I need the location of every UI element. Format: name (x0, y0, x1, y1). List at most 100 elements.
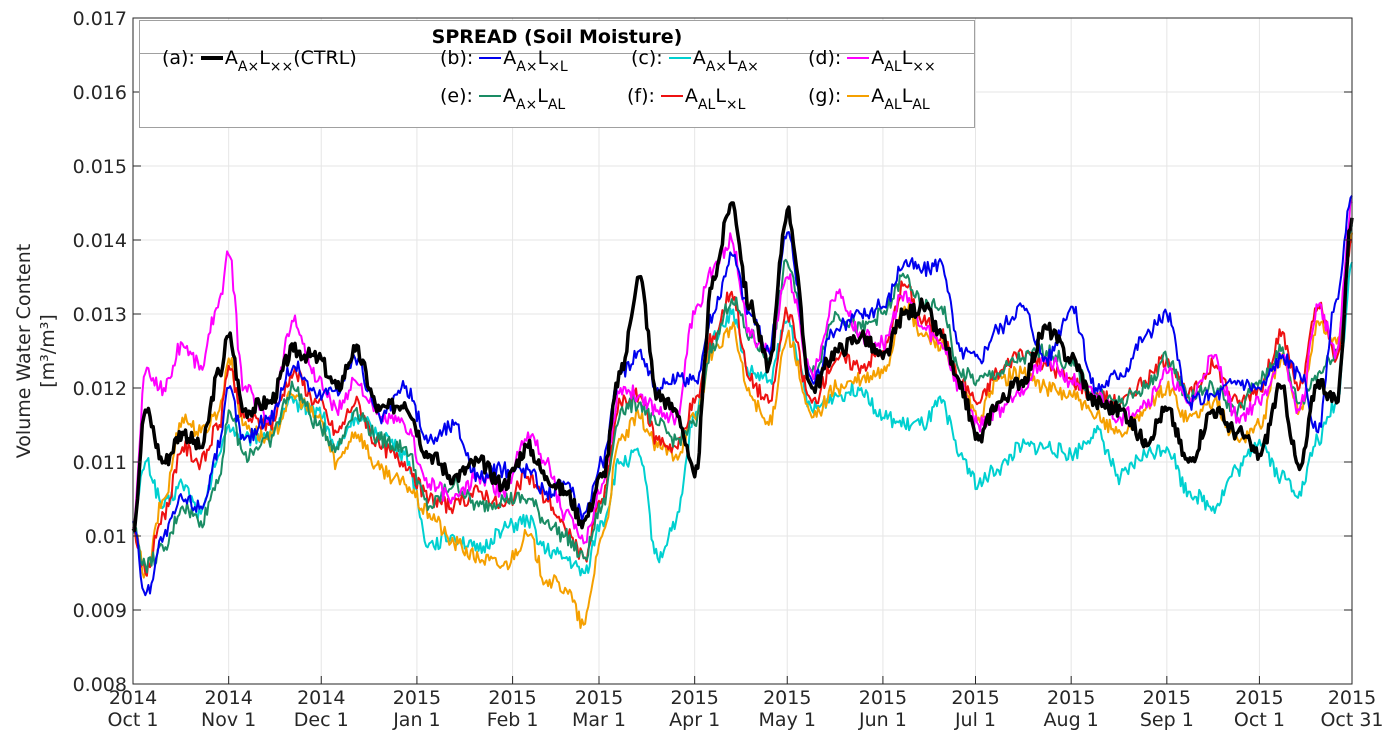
y-tick-label: 0.016 (73, 82, 127, 104)
legend-text: L (727, 47, 738, 69)
x-tick-label-year: 2015 (1047, 687, 1095, 709)
legend-label-prefix: (f): (627, 85, 655, 107)
legend-series-name: A AL L ×L (684, 85, 746, 113)
legend-text: L (537, 47, 549, 69)
x-tick-label-year: 2015 (575, 687, 623, 709)
legend-subscript: A× (515, 97, 538, 113)
y-tick-label: 0.017 (73, 8, 127, 30)
legend-text: A (871, 85, 885, 107)
legend-series-name: A A× L ×× (CTRL) (224, 47, 357, 75)
x-tick-label-year: 2014 (109, 687, 157, 709)
legend-text: L (901, 47, 913, 69)
legend-label-prefix: (d): (808, 47, 842, 69)
y-axis-title-main: Volume Water Content (13, 244, 35, 458)
x-tick-label-date: Nov 1 (201, 709, 256, 731)
legend-subscript: A× (737, 59, 759, 75)
legend-series-name: A AL L AL (871, 85, 929, 113)
legend-text: L (901, 85, 913, 107)
legend-series-name: A A× L ×L (503, 47, 567, 75)
x-tick-label-date: Mar 1 (572, 709, 626, 731)
legend: SPREAD (Soil Moisture) (a): A A× L ×× (CTRL)(… (139, 20, 975, 128)
x-tick-label-date: Sep 1 (1140, 709, 1194, 731)
legend-text: L (537, 85, 548, 107)
x-tick-label-date: Oct 1 (108, 709, 159, 731)
legend-entry-a: (a): A A× L ×× (CTRL) (162, 47, 357, 75)
y-axis: 0.008 0.009 0.01 0.011 0.012 0.013 0.014 0.015 0… (73, 8, 1352, 696)
y-tick-label: 0.015 (73, 156, 127, 178)
legend-series-name: A A× L AL (502, 85, 565, 113)
legend-entry-g: (g): A AL L AL (808, 85, 930, 113)
legend-swatch-d (847, 57, 870, 59)
series-line-f (132, 238, 1353, 577)
legend-label-prefix: (a): (162, 47, 195, 69)
x-tick-label-year: 2015 (1235, 687, 1283, 709)
x-tick-label-year: 2015 (670, 687, 718, 709)
legend-swatch-c (668, 57, 691, 59)
x-tick-label-date: Jul 1 (954, 709, 996, 731)
y-tick-label: 0.012 (73, 378, 127, 400)
axes-frame (132, 17, 1353, 685)
legend-label-prefix: (b): (440, 47, 474, 69)
legend-text: (CTRL) (293, 47, 357, 69)
legend-text: A (871, 47, 885, 69)
x-tick-label-date: Apr 1 (669, 709, 720, 731)
legend-label-prefix: (e): (440, 85, 473, 107)
legend-text: A (684, 85, 698, 107)
y-tick-label: 0.011 (73, 452, 127, 474)
x-tick-label-year: 2015 (1143, 687, 1191, 709)
x-tick-label-date: Jun 1 (858, 709, 907, 731)
legend-subscript: A× (516, 59, 538, 75)
x-tick-label-year: 2015 (488, 687, 536, 709)
series-line-a (131, 201, 1354, 533)
legend-subscript: A× (237, 59, 260, 75)
legend-label-prefix: (c): (631, 47, 663, 69)
x-tick-label-date: Aug 1 (1044, 709, 1099, 731)
legend-subscript: AL (912, 97, 930, 113)
x-tick-label-year: 2015 (859, 687, 907, 709)
x-tick-label-date: Dec 1 (294, 709, 349, 731)
legend-swatch-e (478, 95, 501, 97)
x-tick-label-year: 2015 (393, 687, 441, 709)
x-tick-label-year: 2014 (204, 687, 252, 709)
legend-text: A (224, 47, 238, 69)
legend-text: A (502, 85, 516, 107)
legend-text: L (715, 85, 726, 107)
x-tick-label-date: Feb 1 (487, 709, 539, 731)
legend-entry-b: (b): A A× L ×L (440, 47, 568, 75)
legend-series-name: A AL L ×× (871, 47, 935, 75)
legend-swatch-b (479, 57, 502, 59)
legend-subscript: AL (884, 59, 902, 75)
legend-entry-e: (e): A A× L AL (440, 85, 565, 113)
legend-swatch-f (660, 95, 683, 97)
y-tick-label: 0.013 (73, 304, 127, 326)
x-tick-label-year: 2015 (951, 687, 999, 709)
y-tick-label: 0.01 (85, 526, 127, 548)
legend-series-name: A A× L A× (693, 47, 759, 75)
series-lines (131, 195, 1354, 629)
y-axis-title: Volume Water Content [m³/m³] (13, 244, 59, 458)
y-tick-label: 0.009 (73, 600, 127, 622)
x-tick-label-date: Oct 31 (1320, 709, 1383, 731)
x-tick-label-date: May 1 (759, 709, 816, 731)
legend-swatch-a (200, 56, 223, 60)
legend-text: L (259, 47, 270, 69)
y-tick-label: 0.008 (73, 674, 127, 696)
x-tick-label-date: Oct 1 (1234, 709, 1285, 731)
legend-title: SPREAD (Soil Moisture) (140, 21, 974, 54)
x-tick-label-date: Jan 1 (392, 709, 440, 731)
legend-subscript: ×× (269, 59, 294, 75)
x-tick-label-year: 2015 (763, 687, 811, 709)
legend-subscript: AL (697, 97, 716, 113)
legend-entry-d: (d): A AL L ×× (808, 47, 936, 75)
x-tick-label-year: 2014 (297, 687, 345, 709)
legend-subscript: ×× (912, 59, 936, 75)
legend-entry-c: (c): A A× L A× (631, 47, 759, 75)
legend-text: A (503, 47, 517, 69)
y-axis-title-units: [m³/m³] (37, 314, 59, 387)
y-tick-label: 0.014 (73, 230, 127, 252)
legend-subscript: ×L (725, 97, 746, 113)
legend-subscript: AL (884, 97, 902, 113)
legend-subscript: AL (547, 97, 566, 113)
